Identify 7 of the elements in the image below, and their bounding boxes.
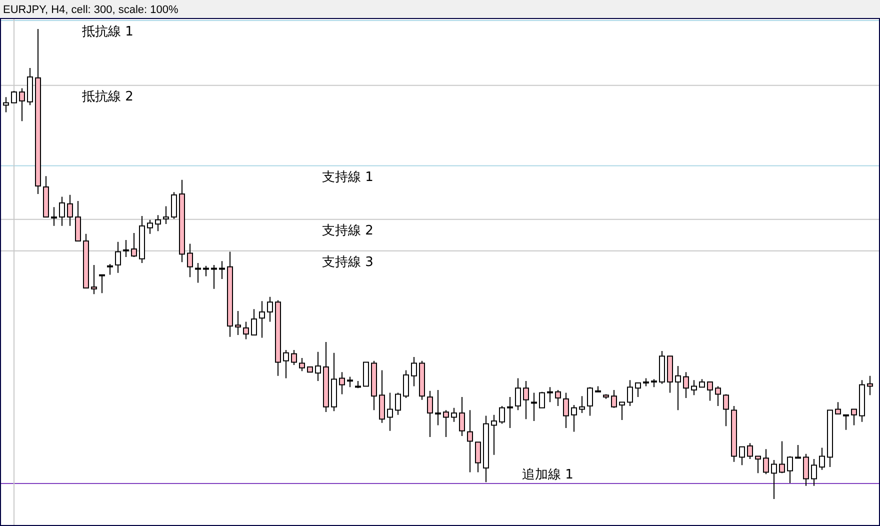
ref-line-label: 支持線 2 [322,223,374,238]
chart-title: EURJPY, H4, cell: 300, scale: 100% [3,4,178,16]
ref-line-label: 抵抗線 1 [81,24,134,40]
ref-line-label: 支持線 1 [322,170,374,185]
ref-line-label: 追加線 1 [522,467,574,482]
ref-line-label: 抵抗線 2 [81,89,134,104]
ref-line-label: 支持線 3 [322,254,374,270]
